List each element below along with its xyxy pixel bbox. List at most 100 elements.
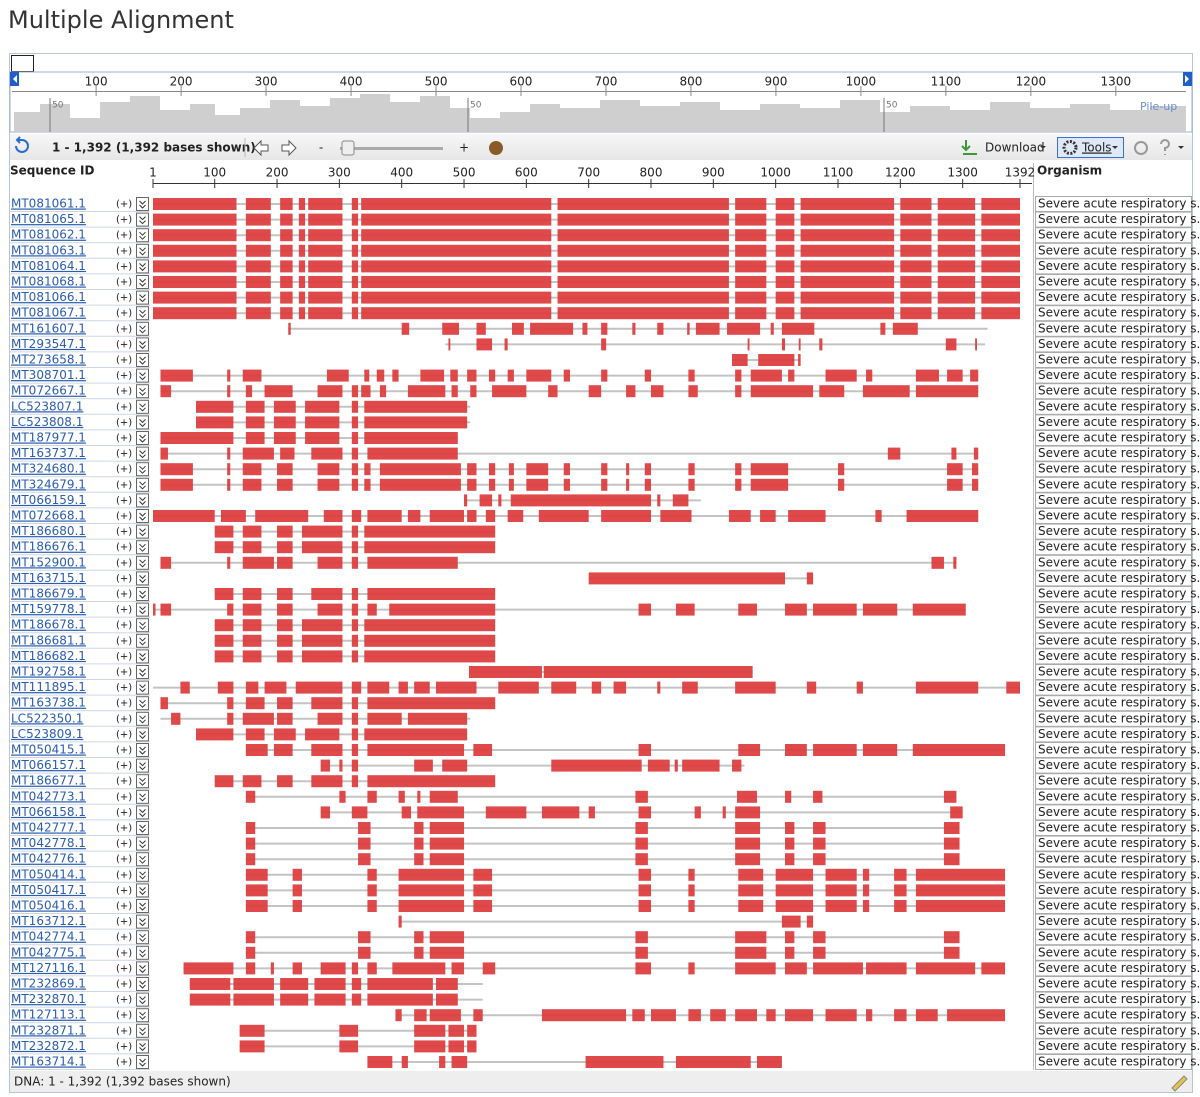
sequence-id[interactable]: MT050416.1 [11,899,86,913]
sequence-id[interactable]: MT324680.1 [11,462,86,476]
row-menu-glyph [139,341,146,350]
sequence-id[interactable]: MT186677.1 [11,774,86,788]
sequence-id[interactable]: MT186676.1 [11,540,86,554]
row-menu-glyph [139,777,146,786]
organism: Severe acute respiratory s... [1038,337,1200,351]
sequence-id[interactable]: MT081065.1 [11,212,86,226]
sequence-id[interactable]: MT042774.1 [11,930,86,944]
sequence-id[interactable]: MT127116.1 [11,961,86,975]
sequence-id[interactable]: MT072667.1 [11,384,86,398]
sequence-id[interactable]: MT066159.1 [11,493,86,507]
aligned-block [395,1009,402,1022]
zoom-out[interactable]: - [319,141,323,155]
zoom-handle[interactable] [341,140,355,156]
sequence-id[interactable]: MT186681.1 [11,633,86,647]
organism: Severe acute respiratory s... [1038,805,1200,819]
sequence-id[interactable]: MT042773.1 [11,789,86,803]
aligned-block [825,1009,857,1022]
row-menu-glyph [139,450,146,459]
sequence-id[interactable]: MT159778.1 [11,602,86,616]
reset-icon[interactable] [15,136,29,153]
download-button[interactable]: Download [985,141,1045,155]
sequence-id[interactable]: MT081067.1 [11,306,86,320]
sequence-id[interactable]: MT111895.1 [11,680,86,694]
organism-cell [1035,492,1192,509]
sequence-id[interactable]: MT273658.1 [11,353,86,367]
organism: Severe acute respiratory s... [1038,945,1200,959]
refresh-icon[interactable] [1134,141,1148,155]
aligned-block [311,744,343,756]
sequence-id[interactable]: MT232870.1 [11,992,86,1006]
aligned-block [242,588,262,600]
sequence-id[interactable]: MT186682.1 [11,649,86,663]
sequence-id[interactable]: LC523809.1 [11,727,83,741]
sequence-id[interactable]: MT232872.1 [11,1039,86,1053]
sequence-id[interactable]: MT163715.1 [11,571,86,585]
pan-arrows[interactable] [253,139,297,157]
sequence-id[interactable]: MT042776.1 [11,852,86,866]
sequence-id[interactable]: MT161607.1 [11,321,86,335]
aligned-block [180,681,190,694]
aligned-block [429,1009,461,1022]
sequence-id[interactable]: MT127113.1 [11,1008,86,1022]
aligned-block [245,868,268,881]
strand: (+) [116,620,132,631]
sequence-id[interactable]: MT072668.1 [11,509,86,523]
sequence-id[interactable]: MT042778.1 [11,836,86,850]
sequence-id[interactable]: LC523808.1 [11,415,83,429]
aligned-block [160,556,172,569]
tools-button[interactable]: Tools [1081,141,1112,155]
aligned-block [277,619,293,632]
sequence-id[interactable]: MT066158.1 [11,805,86,819]
aligned-block [900,291,932,304]
sequence-id[interactable]: MT163714.1 [11,1055,86,1069]
pileup-mark-label: 50 [470,101,482,111]
gear-icon [1062,140,1078,155]
sequence-id[interactable]: MT187977.1 [11,431,86,445]
sequence-id[interactable]: MT081062.1 [11,228,86,242]
sequence-id[interactable]: MT186678.1 [11,618,86,632]
aligned-block [688,962,695,975]
sequence-id[interactable]: MT152900.1 [11,555,86,569]
row-menu-glyph [139,1058,146,1067]
zoom-in[interactable]: + [459,141,469,155]
sequence-id[interactable]: MT163738.1 [11,696,86,710]
sequence-id[interactable]: MT066157.1 [11,758,86,772]
sequence-id[interactable]: MT192758.1 [11,665,86,679]
aligned-block [351,525,359,538]
sequence-id[interactable]: MT081068.1 [11,275,86,289]
aligned-block [688,385,698,398]
sequence-id[interactable]: LC523807.1 [11,399,83,413]
sequence-id[interactable]: MT293547.1 [11,337,86,351]
sequence-id[interactable]: MT081064.1 [11,259,86,273]
aligned-block [227,712,234,725]
sequence-id[interactable]: MT042775.1 [11,945,86,959]
sequence-id[interactable]: MT186680.1 [11,524,86,538]
overview-window[interactable] [11,55,34,72]
aligned-block [775,213,795,226]
sequence-id[interactable]: MT050415.1 [11,743,86,757]
organism: Severe acute respiratory s... [1038,243,1200,257]
sequence-id[interactable]: MT324679.1 [11,477,86,491]
marker-icon[interactable] [489,141,503,155]
sequence-id[interactable]: MT081063.1 [11,243,86,257]
sequence-id[interactable]: MT163737.1 [11,446,86,460]
aligned-block [311,588,343,600]
sequence-id[interactable]: MT232871.1 [11,1023,86,1037]
aligned-block [298,276,306,288]
aligned-block [635,962,652,975]
sequence-id[interactable]: MT081061.1 [11,197,86,211]
edit-icon[interactable] [1171,1075,1188,1092]
sequence-id[interactable]: LC522350.1 [11,711,83,725]
sequence-id[interactable]: MT163712.1 [11,914,86,928]
sequence-id[interactable]: MT186679.1 [11,587,86,601]
sequence-id[interactable]: MT050414.1 [11,867,86,881]
sequence-id[interactable]: MT050417.1 [11,883,86,897]
aligned-block [398,681,408,694]
strand: (+) [116,558,132,569]
sequence-id[interactable]: MT232869.1 [11,977,86,991]
sequence-id[interactable]: MT308701.1 [11,368,86,382]
sequence-id[interactable]: MT081066.1 [11,290,86,304]
sequence-id[interactable]: MT042777.1 [11,821,86,835]
help-icon[interactable] [1160,139,1170,155]
